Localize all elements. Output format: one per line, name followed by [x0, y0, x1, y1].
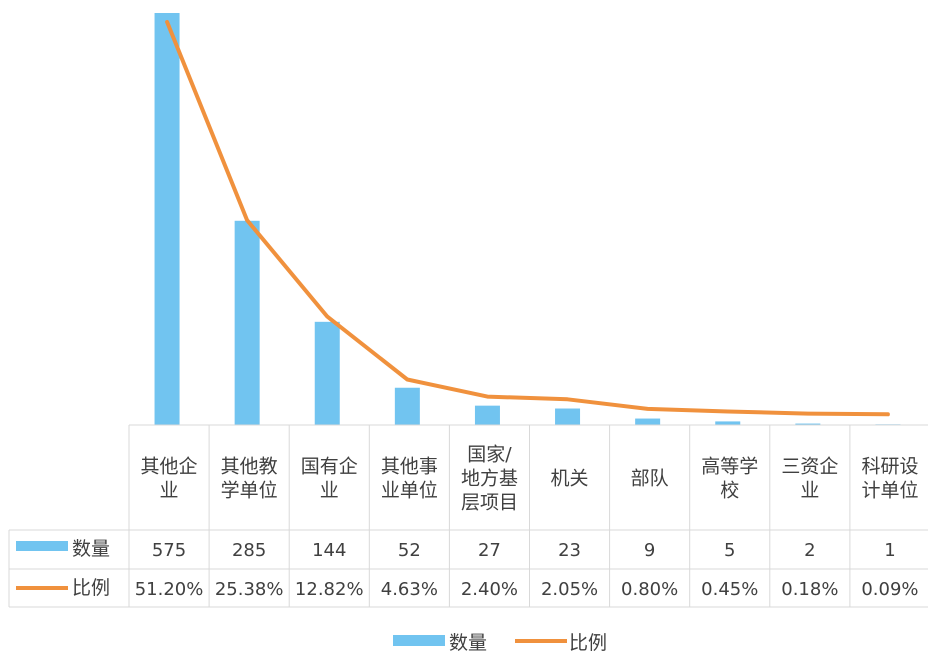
category-label: 业: [160, 480, 179, 502]
bar: [474, 405, 500, 425]
bar: [555, 408, 581, 425]
category-label: 地方基: [461, 468, 518, 490]
legend-bar-label: 数量: [449, 632, 487, 654]
count-value: 2: [804, 540, 815, 561]
ratio-line: [165, 20, 890, 417]
legend-bar-key: [393, 635, 445, 646]
ratio-value: 0.18%: [781, 579, 838, 600]
row-header-count: 数量: [72, 538, 110, 560]
bar: [314, 321, 340, 425]
ratio-value: 0.09%: [861, 579, 918, 600]
category-label: 高等学: [701, 456, 758, 478]
category-label: 国有企: [301, 456, 358, 478]
line-series: [165, 20, 890, 417]
category-label: 机关: [551, 468, 589, 490]
ratio-value: 51.20%: [135, 579, 204, 600]
category-label: 业单位: [381, 480, 438, 502]
count-value: 285: [232, 540, 266, 561]
ratio-value: 4.63%: [381, 579, 438, 600]
bar-series: [154, 13, 901, 425]
ratio-value: 2.40%: [461, 579, 518, 600]
category-label: 校: [720, 480, 739, 502]
ratio-value: 12.82%: [295, 579, 364, 600]
category-label: 层项目: [461, 492, 518, 514]
category-label: 计单位: [861, 480, 918, 502]
category-label: 国家/: [467, 444, 512, 466]
bar: [394, 387, 420, 425]
bar-legend-key: [16, 541, 68, 551]
bar: [715, 421, 741, 425]
category-label: 三资企: [781, 456, 838, 478]
ratio-value: 0.45%: [701, 579, 758, 600]
count-value: 5: [724, 540, 735, 561]
category-label: 部队: [631, 468, 669, 490]
ratio-value: 2.05%: [541, 579, 598, 600]
count-value: 575: [152, 540, 186, 561]
category-label: 其他教: [221, 456, 278, 478]
count-value: 52: [398, 540, 421, 561]
ratio-value: 25.38%: [215, 579, 284, 600]
category-label: 其他事: [381, 456, 438, 478]
category-label: 业: [800, 480, 819, 502]
count-value: 23: [558, 540, 581, 561]
count-value: 9: [644, 540, 655, 561]
bar: [795, 423, 821, 425]
category-label: 业: [320, 480, 339, 502]
row-header-ratio: 比例: [72, 577, 110, 599]
category-label: 学单位: [221, 480, 278, 502]
bar: [234, 220, 260, 425]
count-value: 27: [478, 540, 501, 561]
legend-line-label: 比例: [569, 632, 607, 654]
count-value: 1: [884, 540, 895, 561]
legend: 数量 比例: [393, 632, 607, 654]
bar: [635, 418, 661, 425]
category-label: 科研设: [861, 456, 918, 478]
bar: [154, 13, 180, 425]
ratio-value: 0.80%: [621, 579, 678, 600]
category-label: 其他企: [141, 456, 198, 478]
count-value: 144: [312, 540, 346, 561]
